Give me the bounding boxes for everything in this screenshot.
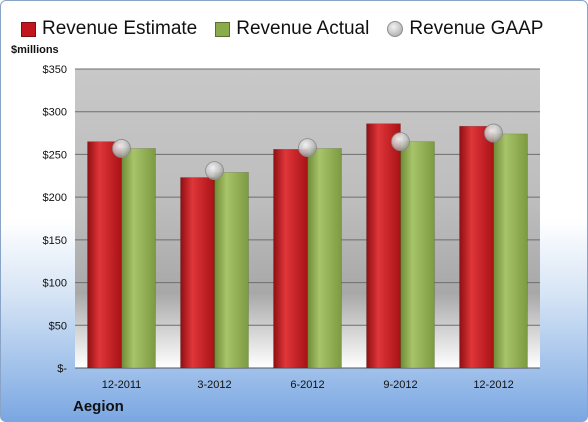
bar-revenue-estimate	[180, 177, 215, 369]
y-tick-label: $350	[43, 64, 67, 76]
legend-item-gaap: Revenue GAAP	[387, 18, 543, 40]
bar-revenue-estimate	[87, 141, 122, 369]
y-tick-label: $250	[43, 149, 67, 161]
bar-revenue-actual	[493, 133, 528, 369]
legend-label-actual: Revenue Actual	[236, 18, 370, 39]
marker-revenue-gaap	[112, 139, 131, 158]
y-axis-ticks: $- $50 $100 $150 $200 $250 $300 $350	[43, 64, 68, 375]
bar-revenue-actual	[214, 172, 249, 369]
bar-revenue-actual	[121, 148, 156, 369]
x-tick-label: 9-2012	[383, 379, 417, 391]
legend-swatch-actual	[215, 21, 231, 37]
marker-revenue-gaap	[484, 123, 503, 143]
legend-marker-gaap	[387, 21, 404, 37]
legend-item-actual: Revenue Actual	[215, 18, 369, 40]
marker-revenue-gaap	[205, 161, 224, 181]
y-tick-label: $150	[43, 235, 67, 247]
bar-revenue-estimate	[366, 123, 401, 369]
bar-revenue-actual	[400, 141, 435, 369]
legend-swatch-estimate	[21, 21, 36, 37]
bars	[87, 123, 528, 369]
marker-revenue-gaap	[298, 138, 317, 157]
x-tick-label: 3-2012	[197, 379, 231, 391]
bar-revenue-estimate	[459, 125, 494, 369]
company-name: Aegion	[73, 398, 124, 415]
y-tick-label: $50	[49, 320, 67, 332]
x-tick-label: 12-2011	[102, 379, 142, 391]
y-tick-label: $300	[43, 107, 67, 119]
legend-label-estimate: Revenue Estimate	[42, 18, 198, 39]
marker-revenue-gaap	[391, 132, 410, 152]
legend: Revenue Estimate Revenue Actual Revenue …	[21, 15, 543, 43]
y-axis-unit-label: $millions	[11, 44, 59, 56]
y-tick-label: $200	[43, 192, 67, 204]
gaap-markers	[112, 123, 503, 181]
x-tick-label: 12-2012	[473, 379, 513, 391]
y-tick-label: $-	[57, 363, 67, 375]
x-axis-ticks: 12-2011 3-2012 6-2012 9-2012 12-2012	[102, 379, 514, 391]
bar-revenue-estimate	[273, 149, 308, 369]
bar-revenue-actual	[307, 148, 342, 369]
y-tick-label: $100	[43, 278, 67, 290]
legend-label-gaap: Revenue GAAP	[409, 18, 544, 39]
legend-item-estimate: Revenue Estimate	[21, 18, 197, 40]
x-tick-label: 6-2012	[290, 379, 324, 391]
